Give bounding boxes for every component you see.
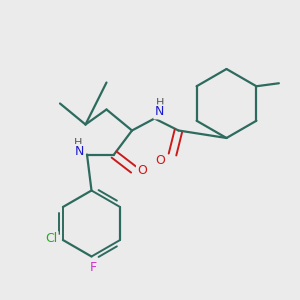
Text: N: N	[154, 105, 164, 119]
Text: N: N	[75, 145, 84, 158]
Text: O: O	[156, 154, 165, 167]
Text: O: O	[137, 164, 147, 178]
Text: Cl: Cl	[45, 232, 58, 245]
Text: H: H	[156, 98, 165, 109]
Text: H: H	[74, 137, 82, 148]
Text: F: F	[89, 261, 97, 274]
